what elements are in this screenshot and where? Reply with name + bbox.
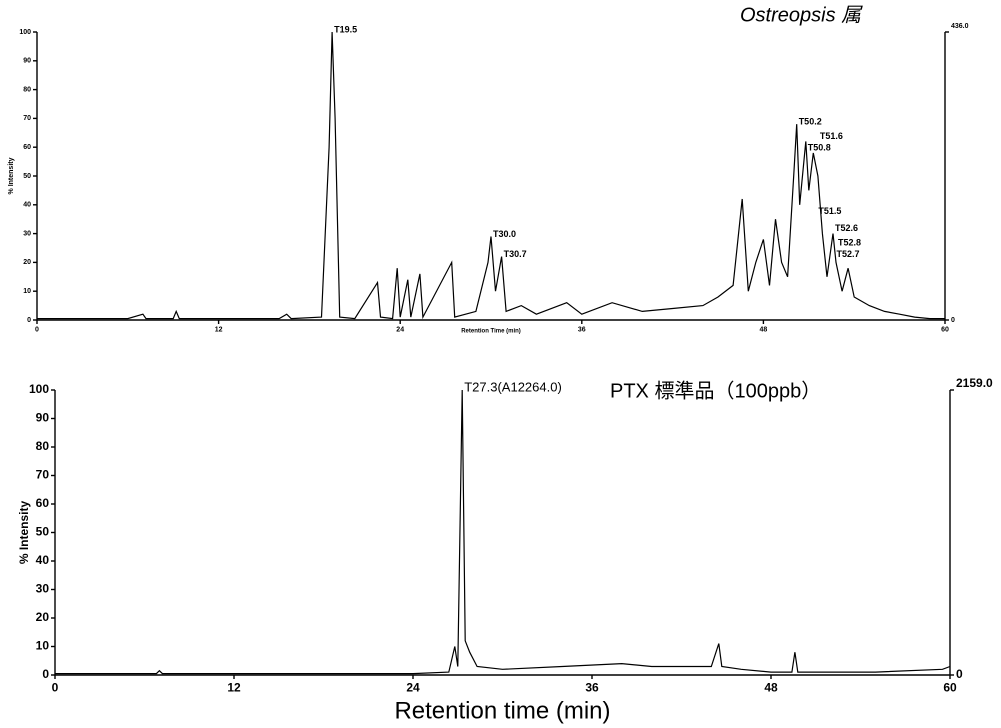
peak-label: T51.5 [818, 206, 841, 216]
y-tick-label: 100 [29, 382, 49, 396]
axes [54, 390, 951, 676]
y-tick-label: 60 [23, 144, 31, 151]
axes [36, 32, 946, 321]
y-tick-label: 30 [36, 582, 50, 596]
chart-title: Ostreopsis 属 [740, 4, 863, 26]
y-tick-label: 30 [23, 230, 31, 237]
x-tick-label: 12 [215, 327, 223, 334]
peak-label: T52.6 [835, 223, 858, 233]
y-tick-label: 70 [36, 468, 50, 482]
x-tick-label: 0 [52, 681, 59, 695]
x-tick-label: 0 [35, 327, 39, 334]
x-axis-label: Retention time (min) [394, 697, 610, 724]
x-tick-label: 60 [943, 681, 957, 695]
peak-label: T30.7 [504, 249, 527, 259]
y2-tick-label: 0 [956, 667, 963, 681]
y-tick-label: 90 [23, 58, 31, 65]
trace [55, 389, 951, 675]
peak-label: T30.0 [493, 229, 516, 239]
y-tick-label: 10 [23, 288, 31, 295]
peak-label: T19.5 [334, 24, 357, 34]
y-tick-label: 0 [42, 667, 49, 681]
y2-tick-label: 2159.0 [956, 376, 993, 390]
peak-label: T27.3(A12264.0) [464, 379, 562, 394]
y2-tick-label: 436.0 [951, 23, 969, 30]
peak-label: T50.2 [799, 117, 822, 127]
peak-label: T52.8 [838, 237, 861, 247]
x-tick-label: 24 [406, 681, 420, 695]
y-tick-label: 50 [36, 525, 50, 539]
chart-title: PTX 標準品（100ppb） [610, 379, 821, 402]
y-tick-label: 20 [36, 610, 50, 624]
y2-tick-label: 0 [951, 317, 955, 324]
y-tick-label: 40 [23, 202, 31, 209]
x-tick-label: 36 [585, 681, 599, 695]
y-tick-label: 0 [27, 317, 31, 324]
x-tick-label: 36 [578, 327, 586, 334]
y-tick-label: 20 [23, 259, 31, 266]
y-tick-label: 40 [36, 553, 50, 567]
y-tick-label: 90 [36, 411, 50, 425]
y-axis-label: % Intensity [8, 157, 15, 194]
x-tick-label: 48 [760, 327, 768, 334]
y-tick-label: 100 [19, 29, 31, 36]
y-tick-label: 80 [23, 86, 31, 93]
y-axis-label: % Intensity [17, 501, 31, 565]
x-axis-label: Retention Time (min) [461, 329, 521, 335]
x-tick-label: 60 [941, 327, 949, 334]
peak-label: T52.7 [837, 249, 860, 259]
trace [37, 31, 945, 320]
x-tick-label: 48 [764, 681, 778, 695]
x-tick-label: 24 [396, 327, 404, 334]
y-tick-label: 80 [36, 439, 50, 453]
peak-label: T51.6 [820, 131, 843, 141]
y-tick-label: 50 [23, 173, 31, 180]
peak-label: T50.8 [808, 142, 831, 152]
y-tick-label: 70 [23, 115, 31, 122]
y-tick-label: 60 [36, 496, 50, 510]
x-tick-label: 12 [227, 681, 241, 695]
y-tick-label: 10 [36, 639, 50, 653]
